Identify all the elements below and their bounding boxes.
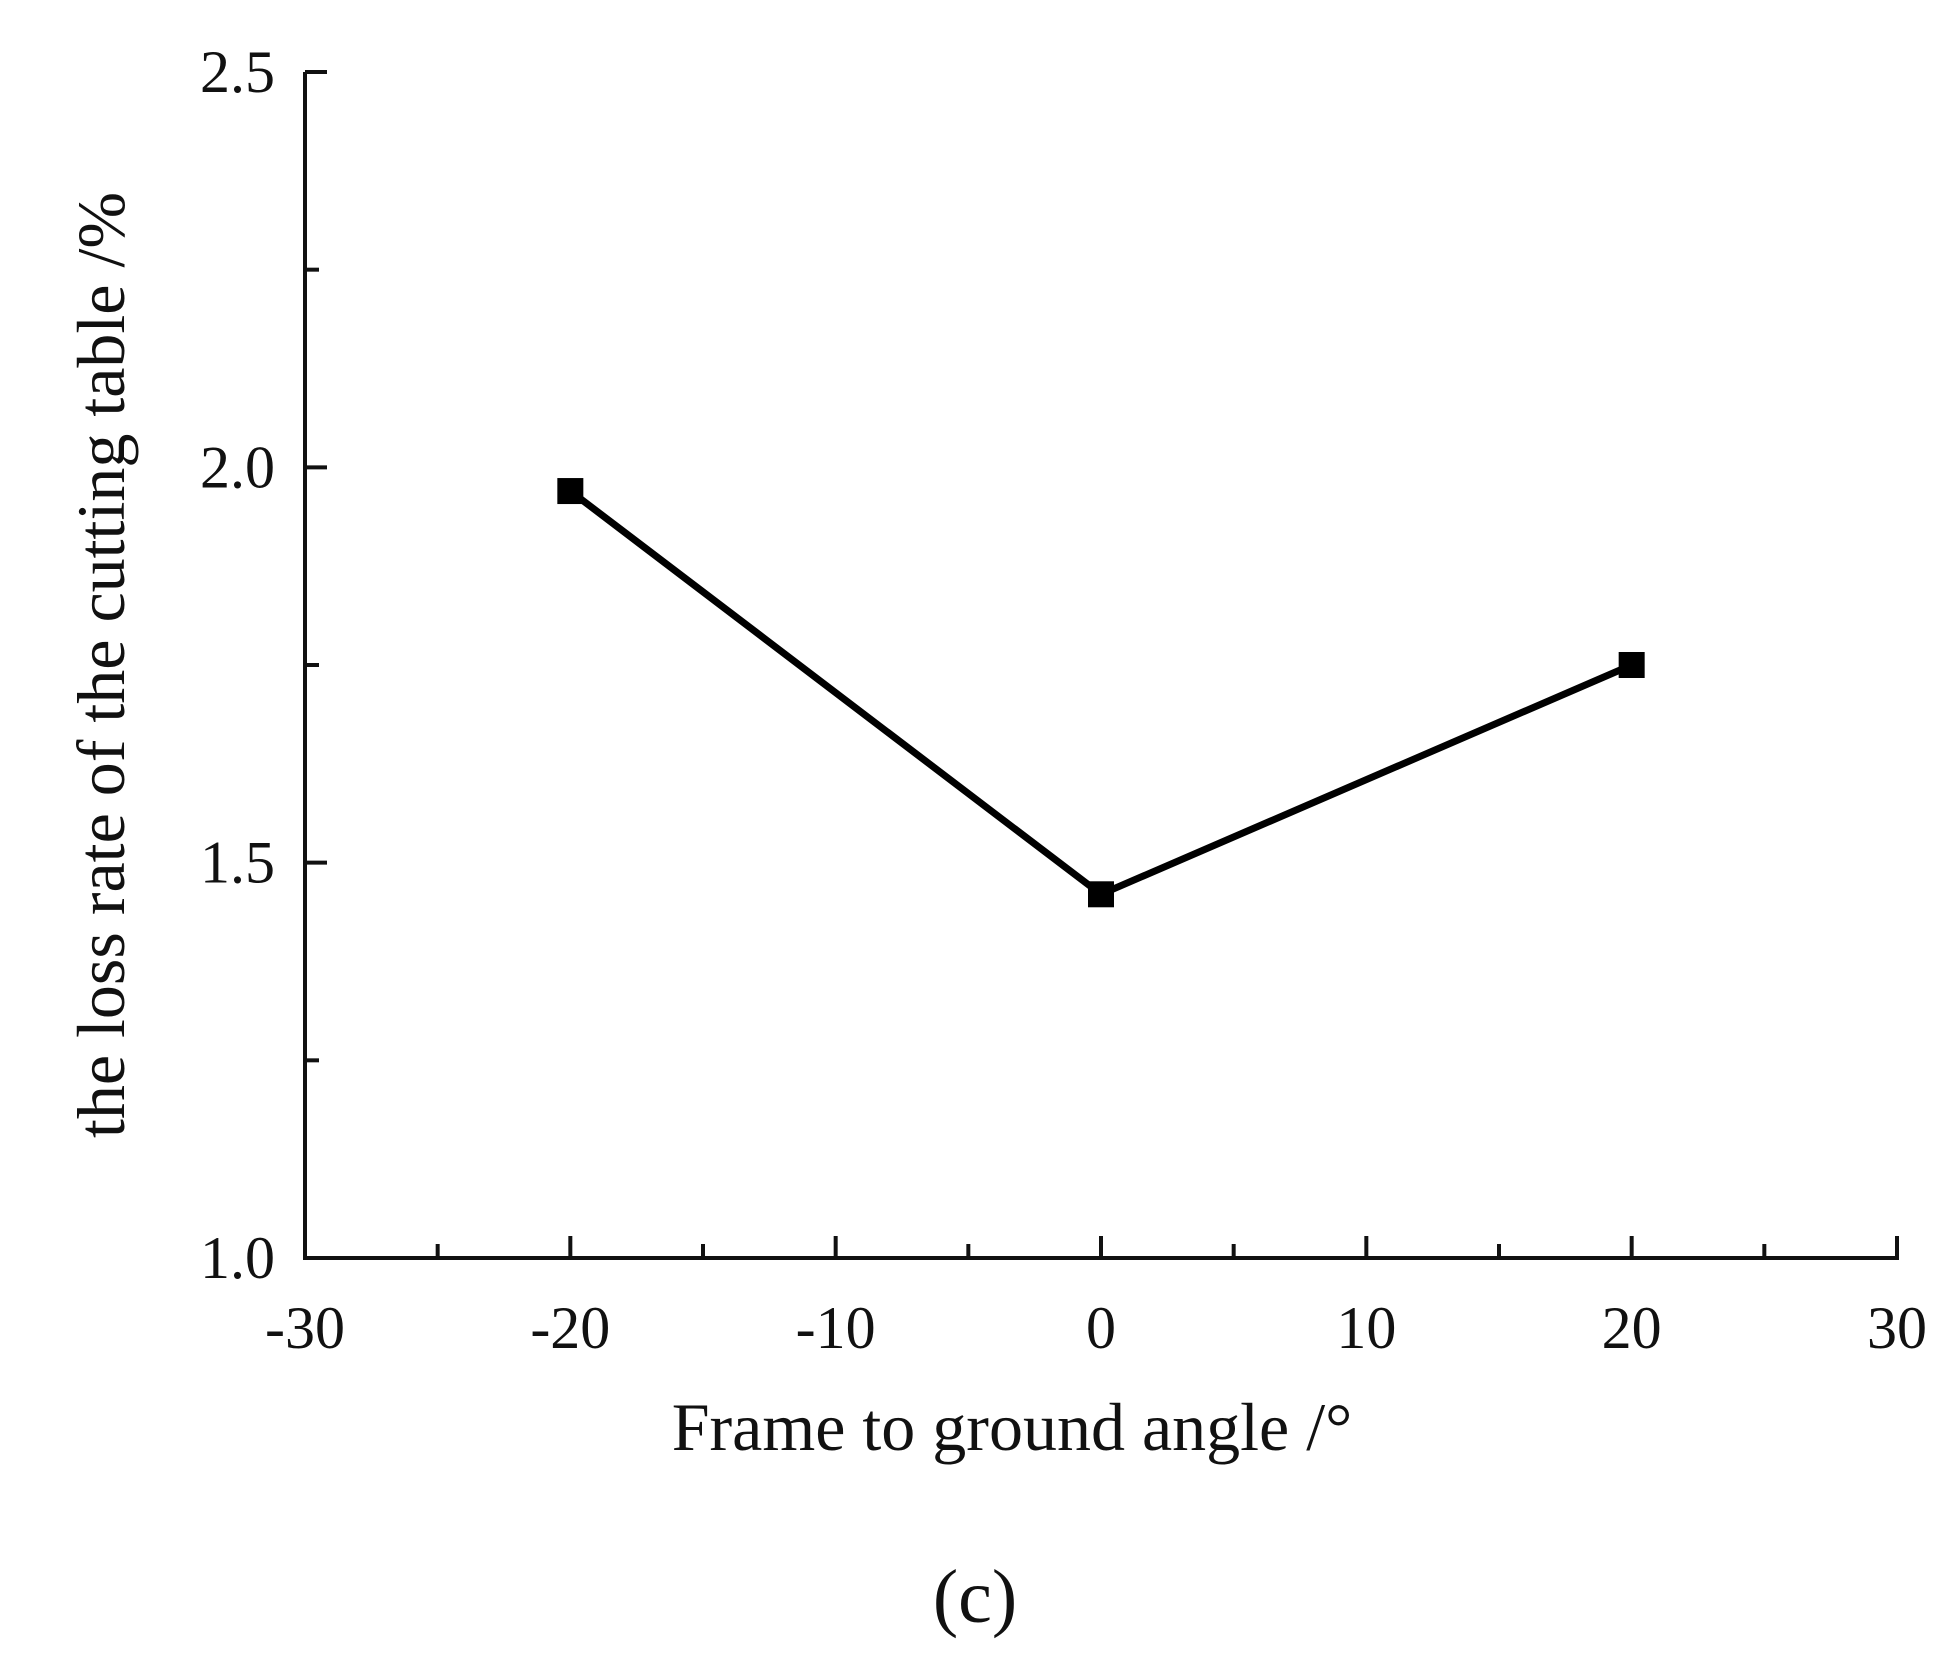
y-tick-label: 2.5 (200, 39, 275, 105)
y-tick-label: 2.0 (200, 434, 275, 500)
data-point-marker (1618, 652, 1645, 678)
x-tick-label: 30 (1867, 1295, 1927, 1361)
x-tick-label: 20 (1602, 1295, 1662, 1361)
x-tick-label: -10 (796, 1295, 876, 1361)
x-tick-label: -20 (530, 1295, 610, 1361)
series-layer (557, 478, 1645, 908)
y-axis-title: the loss rate of the cutting table /% (63, 192, 139, 1138)
x-tick-label: -30 (265, 1295, 345, 1361)
axes: -30 -20 -10 0 10 20 30 1.0 1.5 2.0 2.5 (200, 39, 1927, 1361)
series-line-segment (566, 487, 1105, 898)
data-point-marker (557, 478, 584, 505)
x-tick-label: 0 (1086, 1295, 1116, 1361)
labels: the loss rate of the cutting table /% Fr… (63, 192, 1352, 1639)
series-line-segment (1097, 661, 1636, 898)
y-tick-label: 1.0 (200, 1225, 275, 1291)
data-point-marker (1088, 881, 1114, 908)
panel-label: (c) (933, 1555, 1017, 1639)
x-tick-label: 10 (1336, 1295, 1396, 1361)
y-tick-label: 1.5 (200, 830, 275, 896)
x-axis-title: Frame to ground angle /° (672, 1389, 1353, 1465)
